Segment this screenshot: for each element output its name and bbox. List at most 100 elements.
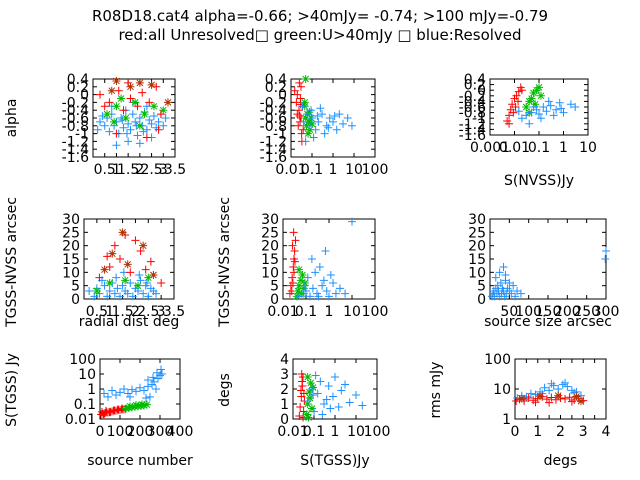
y-tick-label: 0.4 [464,72,486,88]
x-tick-label: 4 [602,424,611,440]
x-tick-label: 0.1 [295,304,317,320]
data-point [126,125,135,134]
data-point [335,110,344,119]
data-point [307,106,316,115]
data-point [559,108,568,117]
x-tick-label: 300 [593,304,620,320]
y-tick-label: 0 [270,292,279,308]
x-tick-label: 3 [579,424,588,440]
series-red [97,404,129,420]
data-point [122,404,130,413]
data-point [105,279,114,287]
x-tick-label: 3.5 [164,162,186,178]
data-point [154,117,163,126]
data-point [546,101,555,110]
data-point [157,365,165,374]
data-point [135,121,144,130]
data-point [499,263,508,271]
series-darkred [517,391,585,406]
data-point [341,289,350,298]
data-point [126,94,135,103]
data-point [576,397,585,406]
data-point [525,119,534,128]
y-tick-label: -0.4 [62,103,89,119]
data-point [558,380,567,389]
data-point [140,401,148,410]
data-point [123,260,132,269]
data-point [119,123,128,132]
data-point [112,141,121,150]
data-point [309,133,318,142]
y-tick-label: 0.2 [67,80,89,96]
data-point [126,82,135,91]
data-point [108,386,116,395]
data-point [539,103,548,111]
data-point [145,98,154,107]
data-point [511,292,520,301]
data-point [93,125,102,134]
x-tick-label: 0.1 [301,162,323,178]
data-point [536,392,545,401]
data-point [309,391,318,399]
data-point [311,125,320,134]
x-tick-label: 1 [325,304,334,320]
data-point [572,392,581,401]
data-point [96,90,105,99]
data-point [110,289,119,298]
data-point [358,401,367,410]
y-axis-label: degs [217,373,233,407]
data-point [522,103,531,111]
data-point [131,117,140,126]
data-point [118,115,127,124]
data-point [113,284,122,293]
data-point [92,287,101,295]
y-tick-label: 30 [261,212,279,228]
data-point [332,125,341,134]
data-point [299,125,308,134]
x-tick-label: 2.5 [140,162,162,178]
x-tick-label: 0.001 [470,140,510,156]
y-tick-label: -0.4 [459,94,486,110]
data-point [299,284,308,293]
data-point [308,114,316,122]
y-tick-label: 10 [62,265,80,281]
data-point [100,121,109,130]
x-tick-label: 200 [554,304,581,320]
data-point [122,129,131,138]
x-tick-label: 1.5 [111,304,133,320]
y-tick-label: 0 [278,88,287,104]
data-point [561,394,570,403]
data-point [295,112,304,121]
x-tick-label: 100 [362,304,389,320]
data-point [143,400,151,409]
data-point [157,279,166,287]
data-point [298,377,307,386]
data-point [326,404,335,413]
data-point [139,241,148,250]
data-point [295,78,304,87]
y-tick-label: 0 [280,412,289,428]
data-point [141,265,150,274]
data-point [555,98,564,107]
data-point [100,411,108,420]
y-tick-label: 20 [62,239,80,255]
data-point [105,98,114,107]
data-point [301,75,310,83]
data-point [322,287,331,295]
data-point [343,114,352,122]
data-point [511,103,520,111]
data-point [322,121,331,130]
data-point [557,104,566,113]
plot-frame [292,358,378,420]
x-tick-label: 1 [559,140,568,156]
y-tick-label: 2 [280,382,289,398]
data-point [526,389,535,398]
data-point [100,265,109,274]
data-point [566,100,575,109]
y-tick-label: 10 [78,367,96,383]
x-tick-label: 10 [579,140,597,156]
y-tick-label: -1.4 [62,142,89,158]
data-point [291,236,300,245]
data-point [290,247,299,255]
